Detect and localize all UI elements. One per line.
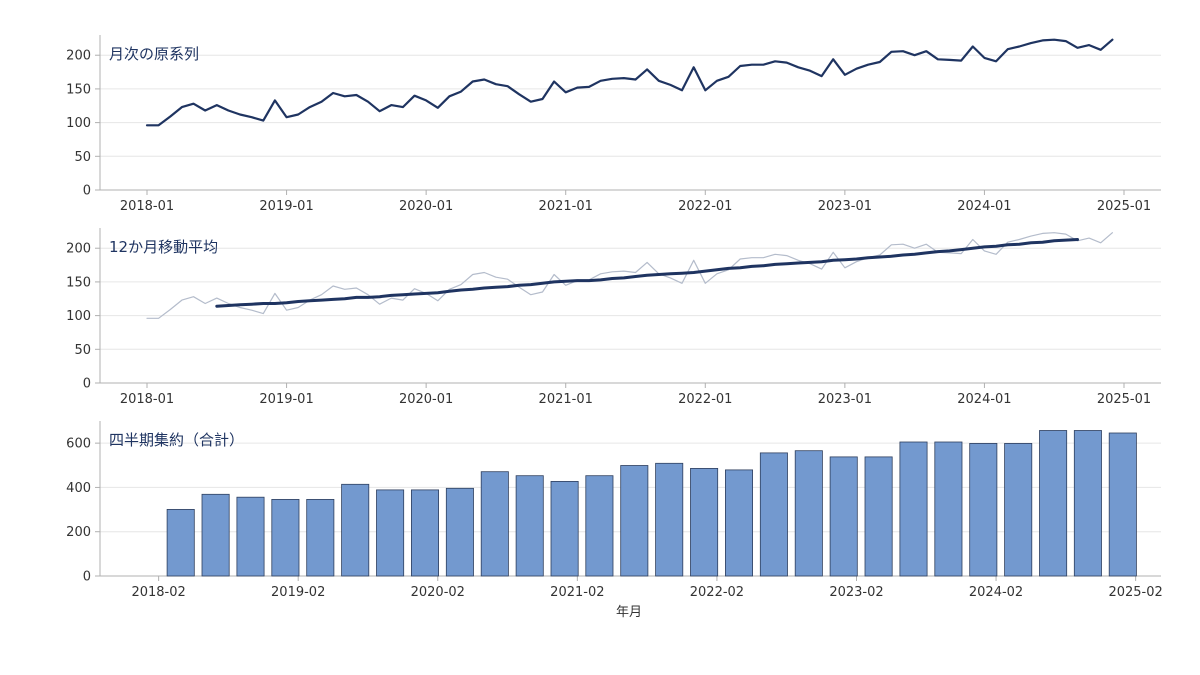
x-tick-label: 2024-01 — [957, 392, 1011, 407]
bar-2022-11 — [829, 456, 858, 577]
y-tick-label: 200 — [66, 49, 91, 64]
x-tick-label: 2020-01 — [399, 392, 453, 407]
x-tick-label: 2022-01 — [678, 392, 732, 407]
y-tick-label: 50 — [74, 150, 91, 165]
panel-title-moving-average: 12か月移動平均 — [109, 238, 218, 256]
series-line-raw-background — [146, 232, 1113, 319]
x-tick-label: 2024-02 — [969, 585, 1023, 600]
series-line-monthly — [145, 38, 1114, 127]
bar-2023-08 — [934, 441, 963, 577]
bar-2022-05 — [759, 452, 788, 577]
x-tick-label: 2025-01 — [1097, 199, 1151, 214]
x-tick-label: 2019-02 — [271, 585, 325, 600]
bar-2021-05 — [620, 465, 649, 577]
x-tick-label: 2023-01 — [818, 392, 872, 407]
panel-monthly-raw: 0 50 100 150 200 2018-01 2019-01 2020-01 2021-0… — [66, 35, 1161, 214]
bar-2024-05 — [1039, 430, 1068, 577]
bar-2020-02 — [445, 487, 474, 577]
x-tick-label: 2018-02 — [131, 585, 185, 600]
x-tick-label: 2021-01 — [539, 392, 593, 407]
y-tick-label: 100 — [66, 116, 91, 131]
y-tick-label: 150 — [66, 275, 91, 290]
y-tick-label: 50 — [74, 343, 91, 358]
bar-2024-08 — [1073, 430, 1102, 577]
x-tick-label: 2023-02 — [829, 585, 883, 600]
panel-quarterly-bars: 0 200 400 600 2018-02 2019-02 2020-02 2021-02 2… — [66, 421, 1163, 620]
bar-2020-08 — [515, 475, 544, 577]
y-tick-label: 200 — [66, 525, 91, 540]
bar-2022-02 — [725, 469, 754, 577]
bar-2020-11 — [550, 480, 579, 577]
y-tick-label: 0 — [83, 377, 91, 392]
x-tick-label: 2024-01 — [957, 199, 1011, 214]
x-axis-label: 年月 — [616, 605, 642, 620]
bar-2024-11 — [1108, 432, 1137, 577]
bar-2024-02 — [1004, 442, 1033, 577]
x-tick-label: 2021-01 — [539, 199, 593, 214]
bar-2019-11 — [410, 489, 439, 577]
x-tick-label: 2022-02 — [690, 585, 744, 600]
x-tick-label: 2025-02 — [1108, 585, 1162, 600]
x-tick-label: 2019-01 — [259, 199, 313, 214]
bar-2019-02 — [306, 498, 335, 577]
panel-moving-average: 0 50 100 150 200 2018-01 2019-01 2020-01 2021-0… — [66, 228, 1161, 407]
x-tick-label: 2025-01 — [1097, 392, 1151, 407]
y-tick-label: 600 — [66, 437, 91, 452]
x-tick-label: 2019-01 — [259, 392, 313, 407]
bar-2021-08 — [655, 462, 684, 577]
bar-2022-08 — [794, 450, 823, 577]
panel-title-monthly-raw: 月次の原系列 — [109, 45, 199, 63]
panel-title-quarterly: 四半期集約（合計） — [109, 431, 244, 449]
x-tick-label: 2023-01 — [818, 199, 872, 214]
bar-2023-05 — [899, 441, 928, 577]
x-tick-label: 2022-01 — [678, 199, 732, 214]
x-tick-label: 2021-02 — [550, 585, 604, 600]
bar-2018-02 — [166, 508, 195, 577]
bar-2021-11 — [690, 467, 719, 577]
x-tick-label: 2020-02 — [411, 585, 465, 600]
x-tick-label: 2018-01 — [120, 392, 174, 407]
y-tick-label: 200 — [66, 242, 91, 257]
y-tick-label: 100 — [66, 309, 91, 324]
bar-2018-08 — [236, 496, 265, 577]
y-tick-label: 400 — [66, 481, 91, 496]
bar-2023-11 — [969, 442, 998, 577]
y-tick-label: 150 — [66, 82, 91, 97]
bar-2018-05 — [201, 493, 230, 577]
bar-2020-05 — [480, 471, 509, 577]
bar-2021-02 — [585, 475, 614, 577]
y-tick-label: 0 — [83, 570, 91, 585]
series-line-moving-average — [215, 238, 1079, 308]
x-tick-label: 2018-01 — [120, 199, 174, 214]
bar-2018-11 — [271, 498, 300, 577]
bar-2023-02 — [864, 456, 893, 577]
x-tick-label: 2020-01 — [399, 199, 453, 214]
bar-2019-05 — [341, 483, 370, 577]
bar-2019-08 — [376, 489, 405, 577]
y-tick-label: 0 — [83, 184, 91, 199]
